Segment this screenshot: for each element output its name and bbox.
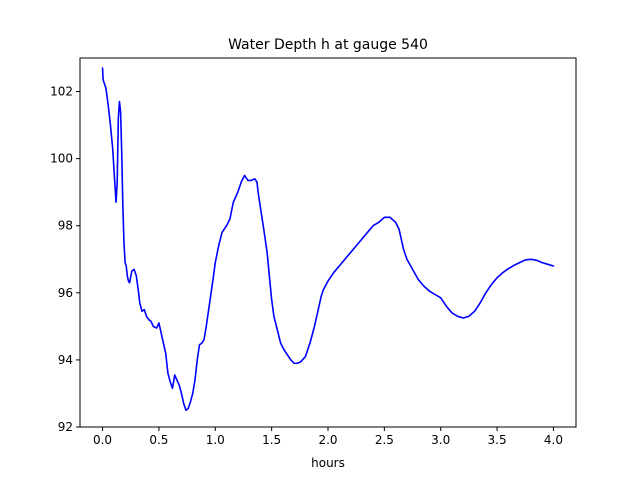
x-tick-label: 1.5 bbox=[262, 433, 281, 447]
x-tick-label: 4.0 bbox=[544, 433, 563, 447]
y-tick-label: 102 bbox=[50, 85, 73, 99]
x-tick-label: 0.5 bbox=[149, 433, 168, 447]
x-tick-label: 0.0 bbox=[93, 433, 112, 447]
y-tick-label: 96 bbox=[58, 286, 73, 300]
chart-title: Water Depth h at gauge 540 bbox=[228, 37, 428, 53]
series-line-0 bbox=[101, 67, 555, 412]
x-axis-label: hours bbox=[311, 456, 345, 470]
y-tick-label: 92 bbox=[58, 420, 73, 434]
x-tick-label: 3.5 bbox=[488, 433, 507, 447]
y-tick-label: 100 bbox=[50, 152, 73, 166]
x-tick-label: 1.0 bbox=[206, 433, 225, 447]
y-tick-label: 98 bbox=[58, 219, 73, 233]
plot-area: 0.0 0.5 1.0 1.5 2.0 2.5 3.0 3.5 4.0 92 94 96 98 100 10… bbox=[50, 57, 577, 447]
x-tick-label: 2.0 bbox=[318, 433, 337, 447]
x-tick-label: 3.0 bbox=[431, 433, 450, 447]
y-tick-label: 94 bbox=[58, 353, 73, 367]
x-tick-label: 2.5 bbox=[375, 433, 394, 447]
